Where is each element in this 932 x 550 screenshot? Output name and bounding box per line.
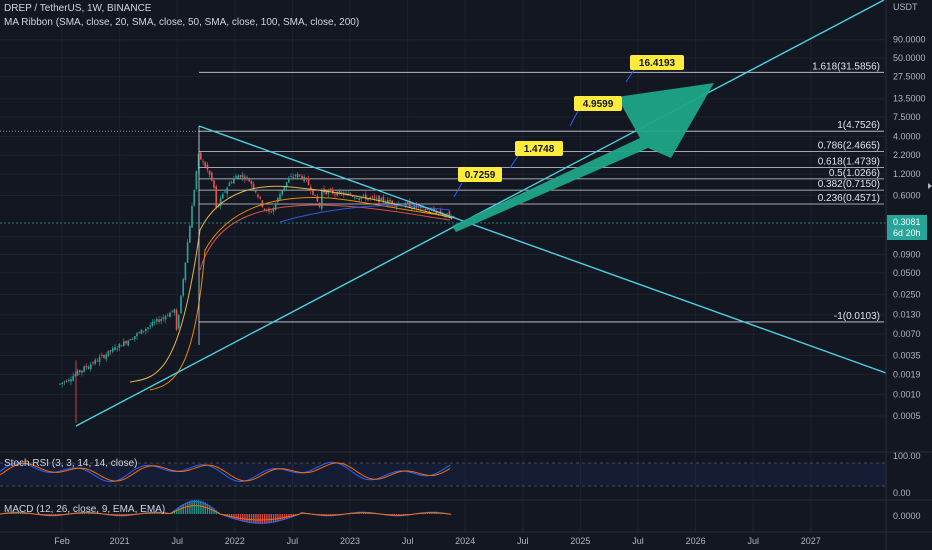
macd-pane[interactable]: MACD (12, 26, close, 9, EMA, EMA) 0.0000 bbox=[0, 499, 932, 524]
target-callout-1[interactable] bbox=[458, 167, 502, 182]
current-price-badge bbox=[887, 215, 927, 240]
price-tick-label: 0.0900 bbox=[893, 250, 921, 260]
scroll-right-icon[interactable] bbox=[928, 183, 932, 189]
macd-legend[interactable]: MACD (12, 26, close, 9, EMA, EMA) bbox=[4, 504, 165, 515]
candlestick-series bbox=[59, 135, 455, 423]
price-tick-label: 0.0010 bbox=[893, 389, 921, 399]
time-tick-label: 2026 bbox=[686, 536, 706, 546]
fib-level-label: 0.786(2.4665) bbox=[818, 141, 880, 152]
stoch-rsi-pane[interactable]: Stoch RSI (3, 3, 14, 14, close) 100.00 0… bbox=[0, 451, 932, 498]
stoch-tick-0: 0.00 bbox=[893, 488, 911, 498]
price-tick-label: 0.0130 bbox=[893, 310, 921, 320]
price-tick-label: 90.0000 bbox=[893, 35, 926, 45]
macd-signal-line bbox=[0, 505, 452, 521]
fib-level-label: 0.618(1.4739) bbox=[818, 157, 880, 168]
price-tick-label: 0.6000 bbox=[893, 191, 921, 201]
price-axis-currency: USDT bbox=[893, 2, 918, 12]
price-tick-label: 50.0000 bbox=[893, 53, 926, 63]
price-tick-label: 0.0019 bbox=[893, 370, 921, 380]
descending-trendline[interactable] bbox=[198, 125, 887, 374]
target-callout-4[interactable] bbox=[630, 55, 684, 70]
time-axis[interactable]: Feb 2021 Jul 2022 Jul 2023 Jul 2024 Jul 2025 Jul 20… bbox=[0, 531, 932, 546]
stoch-tick-100: 100.00 bbox=[893, 451, 921, 461]
ma-ribbon bbox=[129, 185, 453, 391]
target-callout-3-text: 4.9599 bbox=[583, 99, 614, 110]
target-callout-2[interactable] bbox=[515, 141, 563, 156]
fib-level-label: 1.618(31.5856) bbox=[812, 61, 880, 72]
stoch-d-line bbox=[0, 462, 451, 482]
time-tick-label: 2023 bbox=[340, 536, 360, 546]
price-tick-label: 4.0000 bbox=[893, 132, 921, 142]
target-callout-1-text: 0.7259 bbox=[465, 170, 496, 181]
price-tick-label: 0.0005 bbox=[893, 411, 921, 421]
ma-ribbon-legend[interactable]: MA Ribbon (SMA, close, 20, SMA, close, 5… bbox=[4, 17, 359, 28]
chart-grid bbox=[0, 0, 886, 532]
price-tick-label: 0.0035 bbox=[893, 351, 921, 361]
time-tick-label: Jul bbox=[632, 536, 644, 546]
price-tick-label: 0.0500 bbox=[893, 268, 921, 278]
target-callout-3[interactable] bbox=[574, 96, 622, 111]
target-arrow[interactable] bbox=[452, 83, 714, 232]
time-tick-label: 2024 bbox=[455, 536, 475, 546]
time-tick-label: Jul bbox=[402, 536, 414, 546]
current-price-value: 0.3081 bbox=[893, 217, 921, 227]
price-tick-label: 0.0070 bbox=[893, 329, 921, 339]
fib-level-label: 0.236(0.4571) bbox=[818, 193, 880, 204]
time-tick-label: 2021 bbox=[110, 536, 130, 546]
time-tick-label: Jul bbox=[171, 536, 183, 546]
time-tick-label: 2022 bbox=[225, 536, 245, 546]
target-callout-2-text: 1.4748 bbox=[524, 144, 555, 155]
time-tick-label: 2025 bbox=[570, 536, 590, 546]
time-tick-label: Feb bbox=[54, 536, 70, 546]
price-tick-label: 0.0250 bbox=[893, 289, 921, 299]
macd-tick-zero: 0.0000 bbox=[893, 511, 921, 521]
price-tick-label: 7.5000 bbox=[893, 112, 921, 122]
symbol-legend[interactable]: DREP / TetherUS, 1W, BINANCE bbox=[4, 3, 152, 14]
time-tick-label: Jul bbox=[287, 536, 299, 546]
fib-level-label: 1(4.7526) bbox=[837, 120, 880, 131]
time-tick-label: 2027 bbox=[801, 536, 821, 546]
price-tick-label: 13.5000 bbox=[893, 94, 926, 104]
time-tick-label: Jul bbox=[747, 536, 759, 546]
target-callouts: 0.7259 1.4748 4.9599 16.4193 bbox=[453, 55, 684, 198]
fib-retracement[interactable]: 1.618(31.5856) 1(4.7526) 0.786(2.4665) 0.61… bbox=[0, 61, 884, 323]
fib-level-label: 0.382(0.7150) bbox=[818, 179, 880, 190]
fib-level-label: -1(0.0103) bbox=[834, 311, 880, 322]
price-tick-label: 2.2000 bbox=[893, 150, 921, 160]
fib-level-label: 0.5(1.0266) bbox=[829, 168, 880, 179]
price-tick-label: 27.5000 bbox=[893, 72, 926, 82]
time-tick-label: Jul bbox=[517, 536, 529, 546]
target-callout-4-text: 16.4193 bbox=[639, 58, 676, 69]
price-axis[interactable]: USDT 90.0000 50.0000 27.5000 13.5000 7.5000 4… bbox=[885, 0, 932, 550]
stoch-legend[interactable]: Stoch RSI (3, 3, 14, 14, close) bbox=[4, 458, 137, 469]
price-tick-label: 1.2000 bbox=[893, 169, 921, 179]
countdown-timer: 6d 20h bbox=[893, 228, 921, 238]
